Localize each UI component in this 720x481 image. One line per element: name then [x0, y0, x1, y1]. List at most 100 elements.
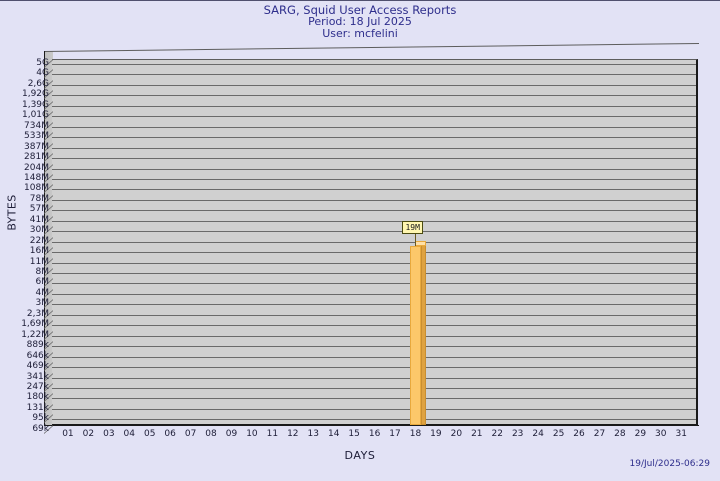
x-tick-label: 30 — [655, 429, 667, 439]
gridline — [52, 105, 696, 107]
gridline — [52, 126, 696, 128]
x-tick-label: 01 — [62, 429, 74, 439]
y-tick-label: 1,69M — [21, 319, 49, 330]
y-tick-label: 1,22M — [21, 329, 49, 340]
x-tick-label: 13 — [307, 429, 319, 439]
x-tick-label: 14 — [327, 429, 340, 439]
gridline — [52, 147, 696, 149]
y-axis-ticks: 5G 4G 2,6G 1,92G 1,39G 1,01G 734M 533M 387M 281M 2… — [0, 1, 52, 481]
y-tick-label: 387M — [24, 141, 49, 152]
x-tick-label: 21 — [471, 429, 483, 439]
bar-value-stem — [415, 231, 417, 246]
plot-area — [52, 59, 698, 425]
x-tick-label: 12 — [287, 429, 299, 439]
gridline — [52, 64, 696, 65]
bar-side-face — [420, 240, 426, 425]
y-axis-line — [44, 51, 45, 426]
gridline — [52, 304, 696, 306]
generated-timestamp: 19/Jul/2025-06:29 — [629, 459, 710, 469]
gridline — [52, 356, 696, 358]
x-tick-label: 31 — [675, 429, 687, 439]
x-tick-label: 06 — [164, 429, 176, 439]
x-tick-label: 22 — [491, 429, 503, 439]
gridline — [52, 168, 696, 170]
x-tick-label: 26 — [573, 429, 585, 439]
y-tick-label: 2,3M — [26, 308, 49, 319]
y-tick-label: 341k — [26, 371, 49, 382]
y-tick-label: 1,92G — [21, 89, 49, 100]
y-tick-label: 69k — [32, 423, 49, 434]
gridline — [52, 398, 696, 400]
y-tick-label: 57M — [29, 204, 49, 215]
gridline — [52, 241, 696, 243]
gridline — [52, 273, 696, 274]
bar-day-18[interactable] — [409, 245, 421, 425]
chart-top-depth-edge — [44, 42, 699, 52]
x-axis-title: DAYS — [344, 449, 376, 462]
x-tick-label: 20 — [450, 429, 463, 439]
y-tick-label: 533M — [24, 131, 49, 142]
x-tick-label: 03 — [103, 429, 115, 439]
y-tick-label: 30M — [29, 225, 49, 236]
y-tick-label: 180k — [26, 392, 49, 403]
x-tick-label: 02 — [82, 429, 95, 439]
gridline — [52, 387, 696, 389]
y-tick-label: 131k — [26, 402, 49, 413]
y-tick-label: 95k — [32, 413, 49, 424]
gridline — [52, 137, 696, 139]
x-tick-label: 27 — [593, 429, 606, 439]
y-tick-label: 204M — [24, 162, 49, 173]
y-tick-label: 4G — [36, 68, 49, 79]
y-tick-label: 889k — [26, 340, 49, 351]
gridline — [52, 314, 696, 316]
x-tick-label: 23 — [511, 429, 524, 439]
y-tick-label: 148M — [24, 172, 49, 183]
gridline — [52, 419, 696, 421]
y-tick-label: 2,6G — [27, 78, 49, 89]
chart-title-block: SARG, Squid User Access Reports Period: … — [0, 4, 720, 40]
y-tick-label: 78M — [29, 193, 49, 204]
report-user: User: mcfelini — [322, 27, 398, 40]
gridline — [52, 335, 696, 337]
y-tick-label: 16M — [29, 246, 49, 257]
y-tick-label: 6M — [35, 277, 50, 288]
x-tick-label: 28 — [614, 429, 626, 439]
y-tick-label: 734M — [24, 120, 49, 131]
x-tick-label: 25 — [552, 429, 565, 439]
gridline — [52, 116, 696, 118]
gridline — [52, 95, 696, 97]
gridline — [52, 199, 696, 201]
gridline — [52, 158, 696, 160]
y-tick-label: 469k — [26, 361, 49, 372]
gridline — [52, 293, 696, 295]
gridline — [52, 377, 696, 379]
report-period: Period: 18 Jul 2025 — [308, 15, 412, 28]
gridline — [52, 178, 696, 180]
y-tick-label: 41M — [29, 214, 49, 225]
gridline — [52, 220, 696, 222]
x-tick-label: 18 — [409, 429, 422, 439]
x-axis-line — [44, 425, 699, 426]
gridline — [52, 283, 696, 285]
x-tick-label: 15 — [348, 429, 360, 439]
y-tick-label: 11M — [29, 256, 49, 267]
gridline — [52, 262, 696, 264]
x-tick-label: 11 — [266, 429, 279, 439]
gridline — [52, 325, 696, 327]
x-tick-label: 29 — [634, 429, 647, 439]
gridline — [52, 84, 696, 86]
gridline — [52, 74, 696, 76]
chart-left-depth-wall — [44, 51, 53, 425]
gridline — [52, 210, 696, 212]
x-tick-label: 05 — [143, 429, 156, 439]
y-tick-label: 3M — [35, 298, 50, 309]
x-tick-label: 19 — [430, 429, 442, 439]
x-tick-label: 08 — [205, 429, 217, 439]
x-tick-label: 16 — [368, 429, 381, 439]
x-tick-label: 09 — [225, 429, 238, 439]
y-tick-label: 281M — [24, 152, 49, 163]
x-tick-label: 24 — [532, 429, 544, 439]
gridline — [52, 346, 696, 348]
